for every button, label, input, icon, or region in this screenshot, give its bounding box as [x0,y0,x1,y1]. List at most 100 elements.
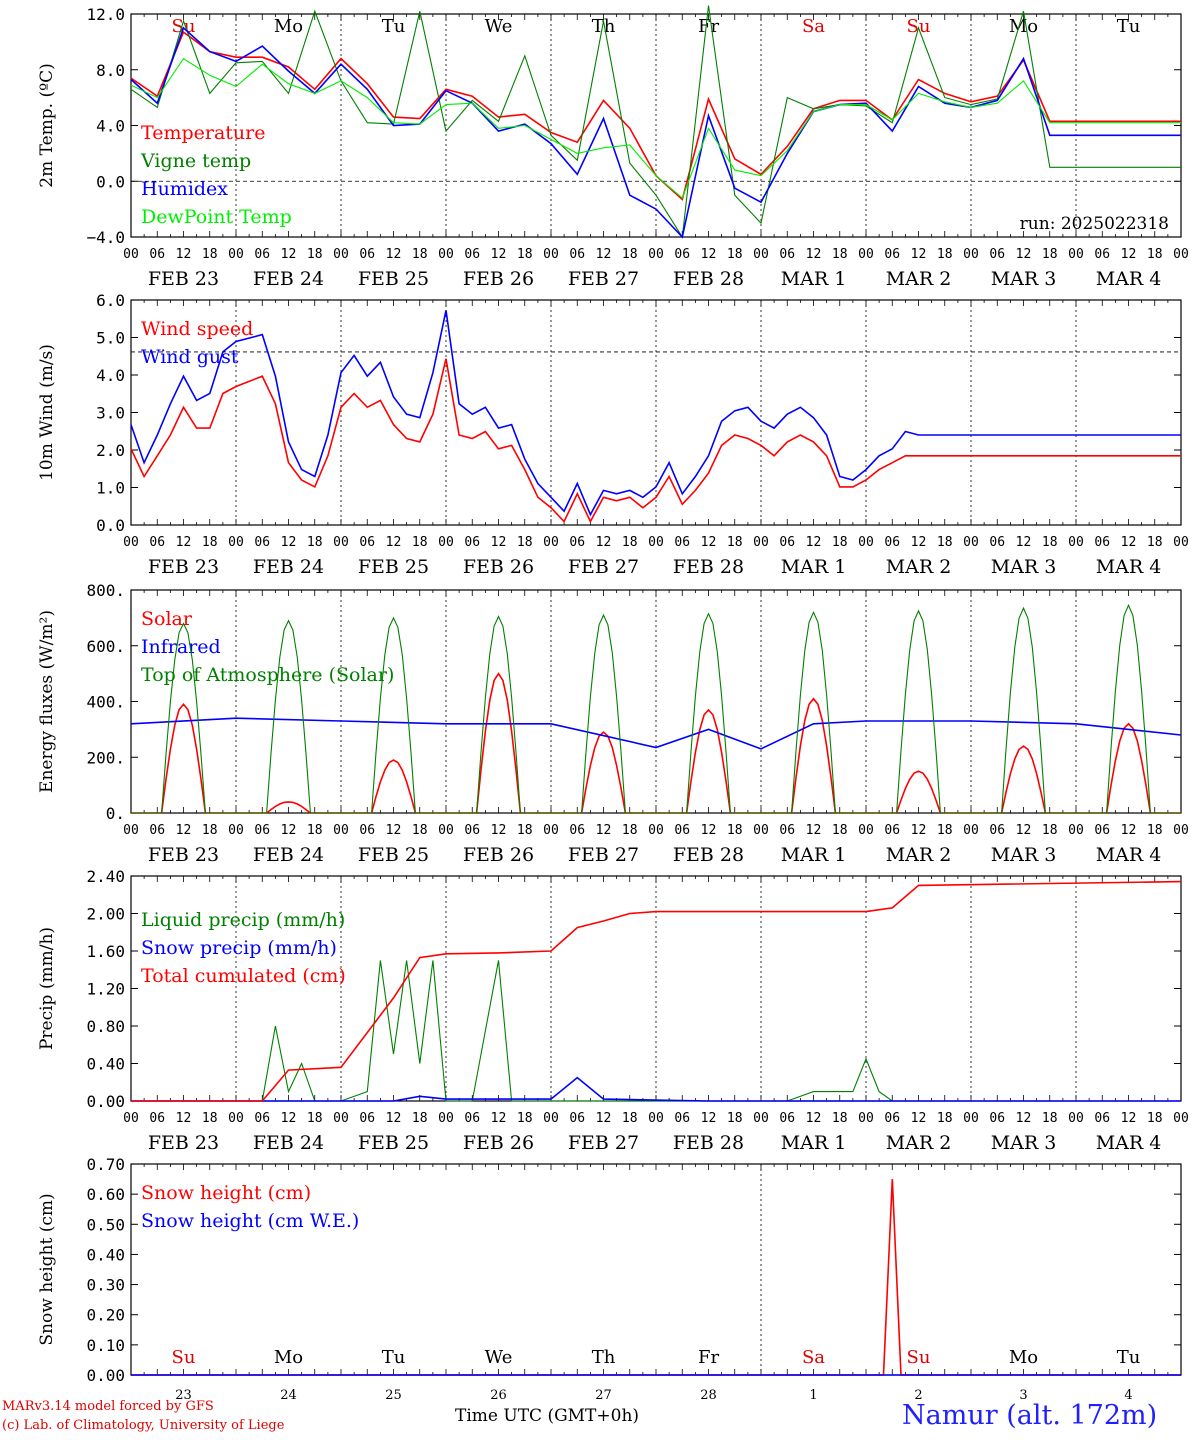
hour-label: 06 [779,247,795,262]
hour-label: 00 [858,823,874,838]
day-label: MAR 1 [781,844,847,866]
y-tick-label: 0. [106,804,125,823]
day-label: FEB 27 [568,556,639,578]
day-label: FEB 23 [148,844,219,866]
hour-label: 00 [438,535,454,550]
series-line-wind-gust [130,310,1181,517]
hour-label: 00 [333,247,349,262]
day-label: MAR 3 [991,844,1057,866]
y-tick-label: 0.00 [86,1366,125,1385]
hour-label: 06 [779,1111,795,1126]
hour-label: 12 [806,247,822,262]
y-axis-label: Precip (mm/h) [37,927,57,1050]
weekday-label: Su [172,1347,196,1368]
hour-label: 00 [1173,823,1189,838]
hour-label: 06 [674,823,690,838]
hour-label: 18 [622,535,638,550]
hour-label: 06 [359,535,375,550]
y-tick-label: 12.0 [86,5,125,24]
hour-label: 06 [254,535,270,550]
hour-label: 06 [1094,247,1110,262]
hour-label: 00 [963,823,979,838]
hour-label: 06 [989,1111,1005,1126]
hour-label: 18 [202,1111,218,1126]
hour-label: 00 [1068,247,1084,262]
hour-label: 18 [412,1111,428,1126]
day-number-label: 28 [700,1388,717,1403]
hour-label: 12 [386,1111,402,1126]
day-label: MAR 2 [886,844,952,866]
y-tick-label: 3.0 [96,404,125,423]
hour-label: 12 [701,247,717,262]
hour-label: 12 [1016,535,1032,550]
hour-label: 00 [963,247,979,262]
hour-label: 18 [1042,247,1058,262]
hour-label: 18 [937,823,953,838]
hour-label: 06 [569,247,585,262]
hour-label: 18 [727,823,743,838]
station-name: Namur (alt. 172m) [902,1400,1158,1431]
day-label: MAR 2 [886,268,952,290]
hour-label: 00 [858,535,874,550]
weekday-label: Tu [382,16,406,37]
weekday-label: Mo [274,1347,303,1368]
legend-entry: Vigne temp [140,150,251,172]
hour-label: 06 [884,535,900,550]
hour-label: 06 [1094,1111,1110,1126]
hour-label: 18 [1042,823,1058,838]
series-line-wind-speed [130,358,1181,524]
weekday-label: Tu [382,1347,406,1368]
hour-label: 18 [727,1111,743,1126]
hour-label: 18 [622,823,638,838]
hour-label: 12 [806,535,822,550]
hour-label: 00 [123,247,139,262]
hour-label: 12 [911,1111,927,1126]
y-tick-label: 800. [86,581,125,600]
day-label: MAR 4 [1096,1132,1162,1154]
y-tick-label: 4.0 [96,366,125,385]
legend-entry: Liquid precip (mm/h) [141,909,345,931]
day-label: MAR 1 [781,556,847,578]
weekday-label: Fr [698,1347,719,1368]
y-tick-label: −4.0 [86,228,125,247]
hour-label: 06 [884,1111,900,1126]
weekday-label: Th [592,16,616,37]
day-number-label: 23 [175,1388,192,1403]
hour-label: 18 [202,247,218,262]
hour-label: 12 [1121,247,1137,262]
legend-entry: Humidex [141,178,228,200]
day-number-label: 26 [490,1388,507,1403]
hour-label: 18 [937,535,953,550]
legend-entry: Solar [141,608,193,630]
y-tick-label: 0.80 [86,1017,125,1036]
hour-label: 00 [333,1111,349,1126]
hour-label: 06 [674,247,690,262]
hour-label: 12 [701,1111,717,1126]
hour-label: 00 [1068,535,1084,550]
day-label: FEB 24 [253,1132,324,1154]
hour-label: 06 [989,823,1005,838]
hour-label: 18 [727,247,743,262]
day-label: FEB 27 [568,844,639,866]
hour-label: 12 [176,535,192,550]
hour-label: 18 [622,247,638,262]
hour-label: 00 [753,535,769,550]
legend-entry: Wind gust [141,346,239,368]
hour-label: 06 [884,247,900,262]
hour-label: 12 [1121,535,1137,550]
series-line-dewpoint-temp [130,57,1181,199]
day-label: FEB 26 [463,268,534,290]
series-line-snow-height-cm- [131,1179,1181,1376]
y-tick-label: 200. [86,748,125,767]
legend-entry: Snow height (cm) [141,1182,311,1204]
day-label: FEB 24 [253,844,324,866]
hour-label: 18 [517,1111,533,1126]
day-label: FEB 28 [673,844,744,866]
y-tick-label: 8.0 [96,61,125,80]
y-tick-label: 5.0 [96,329,125,348]
hour-label: 00 [123,823,139,838]
day-label: FEB 25 [358,268,429,290]
hour-label: 12 [596,247,612,262]
hour-label: 06 [1094,535,1110,550]
hour-label: 18 [517,247,533,262]
